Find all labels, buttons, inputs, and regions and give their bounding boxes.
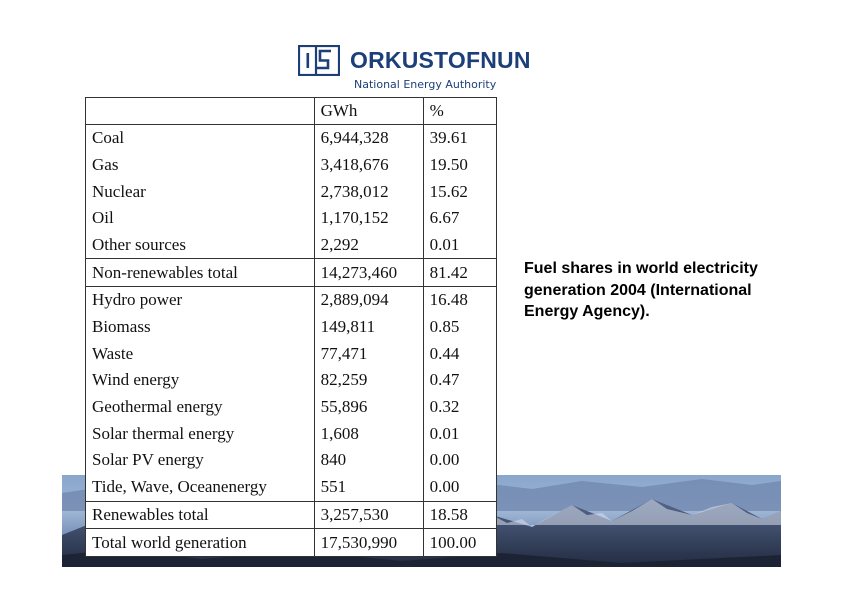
table-header-row: GWh % <box>85 97 498 125</box>
row-gwh: 3,418,676 <box>313 151 424 179</box>
table-row: Solar thermal energy 1,608 0.01 <box>85 420 498 448</box>
table-row: Other sources 2,292 0.01 <box>85 231 498 259</box>
row-gwh: 82,259 <box>313 367 424 394</box>
row-percent: 0.00 <box>422 447 498 474</box>
renewables-total-row: Renewables total 3,257,530 18.58 <box>85 500 498 530</box>
total-gwh: 14,273,460 <box>313 258 424 288</box>
table-row: Gas 3,418,676 19.50 <box>85 151 498 179</box>
row-gwh: 840 <box>313 447 424 474</box>
header-percent: % <box>422 97 498 125</box>
row-percent: 39.61 <box>422 124 498 152</box>
logo-wordmark: ORKUSTOFNUN <box>350 47 531 73</box>
row-source: Other sources <box>85 231 315 259</box>
row-gwh: 77,471 <box>313 340 424 368</box>
row-gwh: 2,889,094 <box>313 286 424 314</box>
row-source: Wind energy <box>85 367 315 394</box>
row-percent: 15.62 <box>422 178 498 206</box>
row-percent: 0.47 <box>422 367 498 394</box>
header-gwh: GWh <box>313 97 424 125</box>
grand-total-source: Total world generation <box>85 528 315 557</box>
row-gwh: 2,738,012 <box>313 178 424 206</box>
total-gwh: 3,257,530 <box>313 500 424 530</box>
table-row: Oil 1,170,152 6.67 <box>85 205 498 232</box>
electricity-generation-table: GWh % Coal 6,944,328 39.61 Gas 3,418,676… <box>85 97 498 557</box>
non-renewables-total-row: Non-renewables total 14,273,460 81.42 <box>85 258 498 288</box>
table-row: Hydro power 2,889,094 16.48 <box>85 286 498 314</box>
row-source: Hydro power <box>85 286 315 314</box>
table-row: Biomass 149,811 0.85 <box>85 313 498 341</box>
row-source: Solar thermal energy <box>85 420 315 448</box>
row-gwh: 2,292 <box>313 231 424 259</box>
row-source: Coal <box>85 124 315 152</box>
total-percent: 81.42 <box>422 258 498 288</box>
total-source: Renewables total <box>85 500 315 530</box>
row-percent: 0.44 <box>422 340 498 368</box>
row-gwh: 149,811 <box>313 313 424 341</box>
row-percent: 16.48 <box>422 286 498 314</box>
row-source: Gas <box>85 151 315 179</box>
row-gwh: 551 <box>313 473 424 501</box>
logo-tagline: National Energy Authority <box>354 78 497 91</box>
grand-total-percent: 100.00 <box>422 528 498 557</box>
header-source <box>85 97 315 125</box>
row-source: Solar PV energy <box>85 447 315 474</box>
row-source: Waste <box>85 340 315 368</box>
row-source: Oil <box>85 205 315 232</box>
row-source: Biomass <box>85 313 315 341</box>
row-gwh: 55,896 <box>313 393 424 421</box>
row-percent: 19.50 <box>422 151 498 179</box>
grand-total-gwh: 17,530,990 <box>313 528 424 557</box>
table-row: Wind energy 82,259 0.47 <box>85 367 498 394</box>
row-percent: 6.67 <box>422 205 498 232</box>
total-world-generation-row: Total world generation 17,530,990 100.00 <box>85 528 498 557</box>
row-source: Nuclear <box>85 178 315 206</box>
table-row: Solar PV energy 840 0.00 <box>85 447 498 474</box>
orkustofnun-logo: ORKUSTOFNUN National Energy Authority <box>298 44 538 94</box>
row-percent: 0.01 <box>422 231 498 259</box>
row-source: Tide, Wave, Oceanenergy <box>85 473 315 501</box>
row-percent: 0.32 <box>422 393 498 421</box>
row-percent: 0.00 <box>422 473 498 501</box>
table-row: Waste 77,471 0.44 <box>85 340 498 368</box>
row-gwh: 1,608 <box>313 420 424 448</box>
row-gwh: 1,170,152 <box>313 205 424 232</box>
total-source: Non-renewables total <box>85 258 315 288</box>
table-row: Geothermal energy 55,896 0.32 <box>85 393 498 421</box>
total-percent: 18.58 <box>422 500 498 530</box>
row-percent: 0.01 <box>422 420 498 448</box>
table-row: Nuclear 2,738,012 15.62 <box>85 178 498 206</box>
table-row: Tide, Wave, Oceanenergy 551 0.00 <box>85 473 498 501</box>
row-percent: 0.85 <box>422 313 498 341</box>
slide-caption: Fuel shares in world electricity generat… <box>524 260 758 320</box>
table-row: Coal 6,944,328 39.61 <box>85 124 498 152</box>
orkustofnun-logo-mark-icon <box>298 45 340 76</box>
row-source: Geothermal energy <box>85 393 315 421</box>
row-gwh: 6,944,328 <box>313 124 424 152</box>
